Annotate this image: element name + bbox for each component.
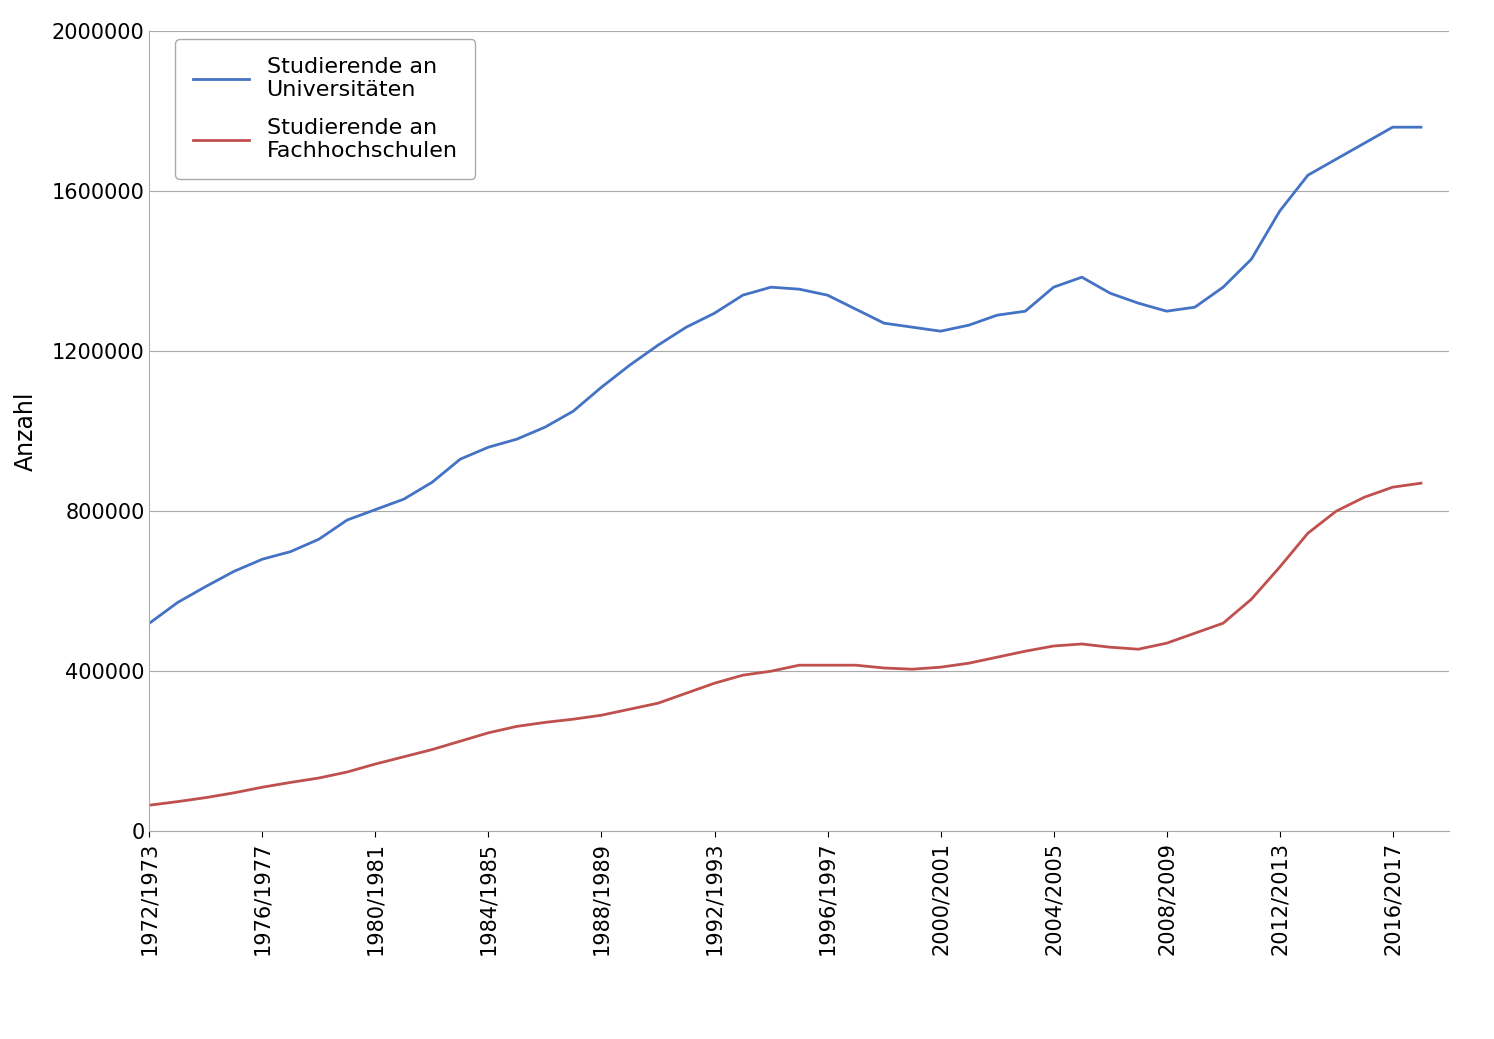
Studierende an
Fachhochschulen xyxy=(536,716,554,728)
Studierende an
Fachhochschulen xyxy=(1044,640,1062,652)
Studierende an
Fachhochschulen xyxy=(366,757,384,770)
Studierende an
Fachhochschulen xyxy=(875,662,893,674)
Studierende an
Universitäten xyxy=(1215,281,1233,293)
Studierende an
Universitäten xyxy=(508,433,526,446)
Line: Studierende an
Universitäten: Studierende an Universitäten xyxy=(149,127,1421,623)
Studierende an
Fachhochschulen xyxy=(648,697,666,710)
Studierende an
Universitäten xyxy=(734,289,751,301)
Studierende an
Universitäten xyxy=(705,307,723,319)
Studierende an
Fachhochschulen xyxy=(677,687,695,699)
Studierende an
Universitäten xyxy=(1044,281,1062,293)
Line: Studierende an
Fachhochschulen: Studierende an Fachhochschulen xyxy=(149,483,1421,805)
Studierende an
Fachhochschulen xyxy=(904,663,922,675)
Y-axis label: Anzahl: Anzahl xyxy=(13,392,37,471)
Studierende an
Universitäten xyxy=(622,358,639,371)
Studierende an
Fachhochschulen xyxy=(338,766,356,778)
Studierende an
Universitäten xyxy=(451,453,469,465)
Studierende an
Universitäten xyxy=(1412,121,1430,133)
Studierende an
Fachhochschulen xyxy=(1129,643,1147,656)
Studierende an
Fachhochschulen xyxy=(1355,491,1373,504)
Studierende an
Fachhochschulen xyxy=(226,787,244,799)
Studierende an
Fachhochschulen xyxy=(1243,593,1261,606)
Studierende an
Universitäten xyxy=(1016,305,1034,318)
Studierende an
Universitäten xyxy=(254,553,272,565)
Studierende an
Universitäten xyxy=(366,503,384,515)
Studierende an
Universitäten xyxy=(1355,137,1373,150)
Studierende an
Universitäten xyxy=(536,421,554,433)
Studierende an
Fachhochschulen xyxy=(1271,561,1289,574)
Studierende an
Universitäten xyxy=(904,321,922,334)
Studierende an
Universitäten xyxy=(140,617,158,630)
Studierende an
Universitäten xyxy=(1073,271,1091,284)
Studierende an
Universitäten xyxy=(565,405,583,418)
Studierende an
Fachhochschulen xyxy=(847,659,865,671)
Studierende an
Fachhochschulen xyxy=(593,709,611,721)
Studierende an
Fachhochschulen xyxy=(169,796,187,808)
Studierende an
Fachhochschulen xyxy=(309,772,327,784)
Studierende an
Fachhochschulen xyxy=(565,713,583,725)
Studierende an
Universitäten xyxy=(1158,305,1176,318)
Studierende an
Fachhochschulen xyxy=(1186,627,1204,639)
Studierende an
Universitäten xyxy=(593,381,611,394)
Studierende an
Fachhochschulen xyxy=(762,665,780,677)
Studierende an
Fachhochschulen xyxy=(819,659,837,671)
Studierende an
Fachhochschulen xyxy=(932,661,950,673)
Studierende an
Universitäten xyxy=(932,325,950,338)
Studierende an
Universitäten xyxy=(282,545,300,558)
Studierende an
Universitäten xyxy=(338,513,356,526)
Studierende an
Fachhochschulen xyxy=(394,750,412,763)
Studierende an
Universitäten xyxy=(1129,297,1147,310)
Studierende an
Universitäten xyxy=(677,321,695,334)
Studierende an
Universitäten xyxy=(1298,169,1316,182)
Studierende an
Universitäten xyxy=(1327,153,1345,165)
Studierende an
Fachhochschulen xyxy=(1383,481,1401,494)
Studierende an
Universitäten xyxy=(1271,205,1289,217)
Studierende an
Universitäten xyxy=(169,596,187,609)
Studierende an
Universitäten xyxy=(762,281,780,293)
Studierende an
Fachhochschulen xyxy=(790,659,808,671)
Studierende an
Fachhochschulen xyxy=(254,781,272,794)
Studierende an
Fachhochschulen xyxy=(140,799,158,811)
Studierende an
Universitäten xyxy=(648,339,666,351)
Studierende an
Universitäten xyxy=(1186,301,1204,314)
Studierende an
Universitäten xyxy=(423,476,441,488)
Studierende an
Fachhochschulen xyxy=(282,776,300,789)
Studierende an
Fachhochschulen xyxy=(451,735,469,747)
Studierende an
Universitäten xyxy=(1101,287,1119,299)
Studierende an
Fachhochschulen xyxy=(480,726,498,739)
Studierende an
Universitäten xyxy=(480,441,498,453)
Studierende an
Fachhochschulen xyxy=(988,651,1005,664)
Studierende an
Fachhochschulen xyxy=(1158,637,1176,649)
Studierende an
Fachhochschulen xyxy=(1412,477,1430,489)
Studierende an
Universitäten xyxy=(790,283,808,295)
Studierende an
Fachhochschulen xyxy=(1215,617,1233,630)
Studierende an
Fachhochschulen xyxy=(423,743,441,755)
Studierende an
Fachhochschulen xyxy=(1327,505,1345,517)
Studierende an
Fachhochschulen xyxy=(705,677,723,690)
Studierende an
Fachhochschulen xyxy=(508,720,526,732)
Studierende an
Universitäten xyxy=(226,565,244,578)
Studierende an
Universitäten xyxy=(309,533,327,545)
Studierende an
Universitäten xyxy=(394,492,412,505)
Studierende an
Fachhochschulen xyxy=(622,703,639,716)
Studierende an
Universitäten xyxy=(1383,121,1401,133)
Studierende an
Universitäten xyxy=(847,303,865,316)
Studierende an
Fachhochschulen xyxy=(1073,638,1091,650)
Studierende an
Universitäten xyxy=(819,289,837,301)
Studierende an
Universitäten xyxy=(875,317,893,329)
Studierende an
Universitäten xyxy=(988,309,1005,321)
Studierende an
Fachhochschulen xyxy=(959,657,977,669)
Studierende an
Universitäten xyxy=(1243,252,1261,265)
Studierende an
Universitäten xyxy=(959,319,977,331)
Studierende an
Fachhochschulen xyxy=(734,669,751,682)
Studierende an
Universitäten xyxy=(197,580,215,592)
Legend: Studierende an
Universitäten, Studierende an
Fachhochschulen: Studierende an Universitäten, Studierend… xyxy=(175,39,475,179)
Studierende an
Fachhochschulen xyxy=(1101,641,1119,654)
Studierende an
Fachhochschulen xyxy=(197,792,215,804)
Studierende an
Fachhochschulen xyxy=(1016,645,1034,658)
Studierende an
Fachhochschulen xyxy=(1298,527,1316,539)
